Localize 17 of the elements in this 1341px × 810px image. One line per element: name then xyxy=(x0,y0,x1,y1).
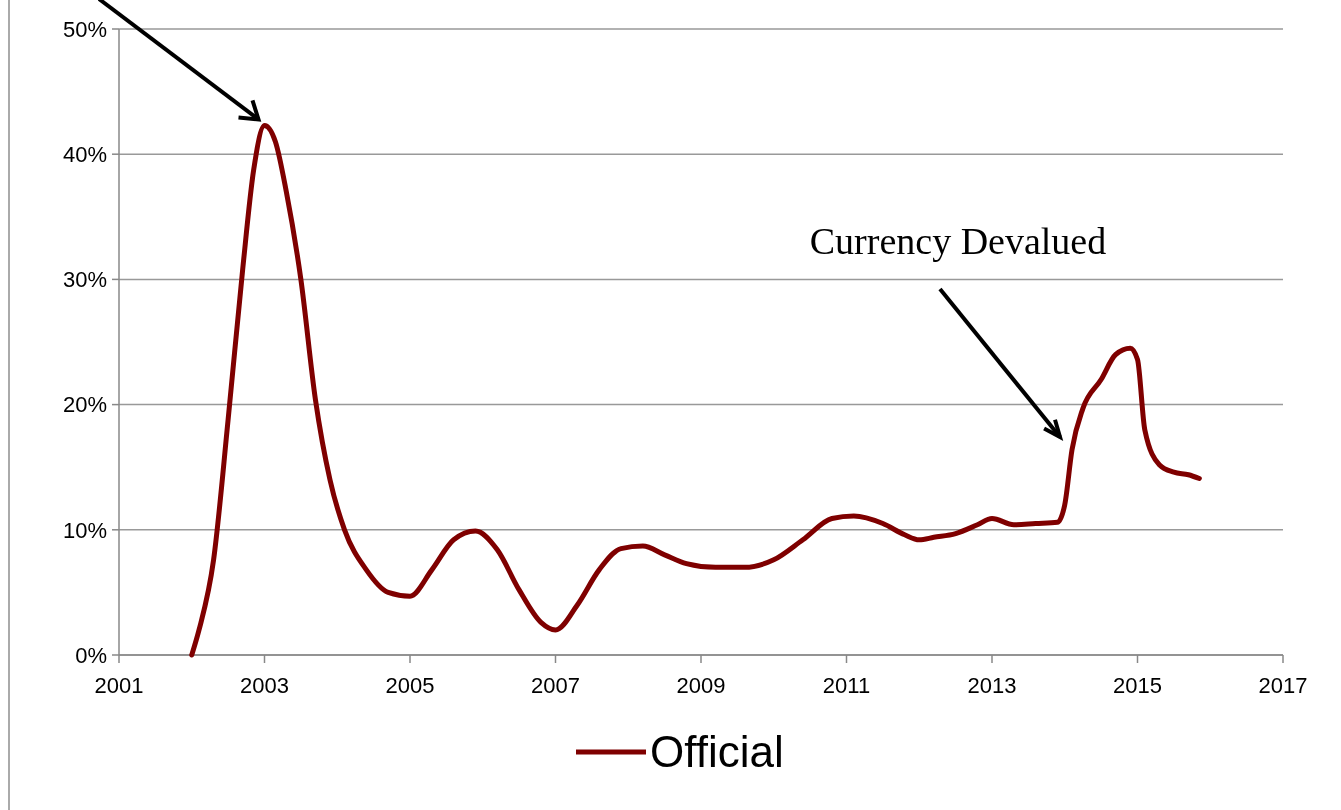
annotation: Currency Devalued xyxy=(809,220,1107,262)
legend-label: Official xyxy=(650,727,784,777)
x-tick-label: 2011 xyxy=(822,673,871,698)
x-tick-label: 2005 xyxy=(385,673,435,698)
y-tick-label: 30% xyxy=(62,267,107,293)
x-tick-label: 2017 xyxy=(1258,673,1308,698)
y-tick-label: 40% xyxy=(62,141,107,167)
x-tick-label: 2013 xyxy=(967,673,1017,698)
y-tick-label: 10% xyxy=(62,517,107,543)
y-tick-label: 0% xyxy=(75,642,107,668)
x-tick-label: 2009 xyxy=(676,673,726,698)
x-tick-label: 2015 xyxy=(1113,673,1162,698)
y-tick-label: 50% xyxy=(62,16,107,42)
y-tick-label: 20% xyxy=(62,392,107,418)
x-tick-label: 2003 xyxy=(240,673,289,698)
x-tick-label: 2001 xyxy=(94,673,144,698)
x-tick-label: 2007 xyxy=(531,673,580,698)
